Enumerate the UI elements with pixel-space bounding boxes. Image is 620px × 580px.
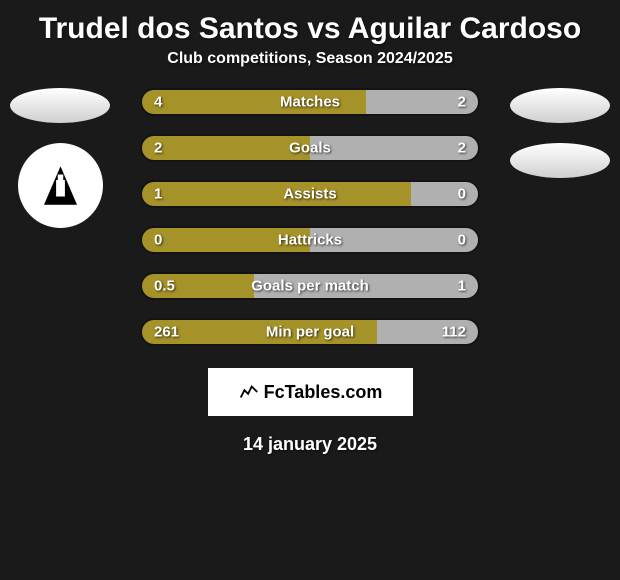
bar-label: Matches: [280, 94, 340, 111]
stats-bars: 4 2 Matches 2 2 Goals 1 0 Assists 0 0 Hattricks 0.5 1…: [140, 88, 480, 346]
bar-left-value: 0: [154, 232, 162, 249]
bar-right-value: 2: [458, 94, 466, 111]
team-left-logo-icon: [18, 143, 103, 228]
comparison-title: Trudel dos Santos vs Aguilar Cardoso: [0, 0, 620, 50]
bar-label: Goals per match: [251, 278, 369, 295]
bar-left-segment: [142, 136, 310, 160]
bar-right-value: 112: [442, 324, 466, 341]
team-right-placeholder-icon: [510, 143, 610, 178]
left-player-icons: [10, 88, 110, 228]
bar-label: Assists: [283, 186, 336, 203]
stat-row: 261 112 Min per goal: [140, 318, 480, 346]
bar-label: Goals: [289, 140, 331, 157]
bar-left-value: 2: [154, 140, 162, 157]
stat-row: 0 0 Hattricks: [140, 226, 480, 254]
watermark-text: FcTables.com: [264, 382, 383, 403]
bar-left-value: 4: [154, 94, 162, 111]
bar-right-value: 2: [458, 140, 466, 157]
bar-right-segment: [411, 182, 478, 206]
content-area: 4 2 Matches 2 2 Goals 1 0 Assists 0 0 Hattricks 0.5 1…: [0, 88, 620, 455]
stat-row: 2 2 Goals: [140, 134, 480, 162]
stat-row: 0.5 1 Goals per match: [140, 272, 480, 300]
bar-label: Min per goal: [266, 324, 354, 341]
bar-left-value: 261: [154, 324, 179, 341]
bar-label: Hattricks: [278, 232, 342, 249]
player-left-placeholder-icon: [10, 88, 110, 123]
stat-row: 1 0 Assists: [140, 180, 480, 208]
bar-right-value: 0: [458, 232, 466, 249]
stat-row: 4 2 Matches: [140, 88, 480, 116]
right-player-icons: [510, 88, 610, 178]
bar-right-segment: [310, 136, 478, 160]
season-subtitle: Club competitions, Season 2024/2025: [0, 50, 620, 68]
bar-right-value: 1: [458, 278, 466, 295]
bar-right-value: 0: [458, 186, 466, 203]
bar-left-value: 0.5: [154, 278, 175, 295]
player-right-placeholder-icon: [510, 88, 610, 123]
bar-left-segment: [142, 182, 411, 206]
date-text: 14 january 2025: [10, 434, 610, 455]
watermark-badge: FcTables.com: [208, 368, 413, 416]
bar-left-value: 1: [154, 186, 162, 203]
